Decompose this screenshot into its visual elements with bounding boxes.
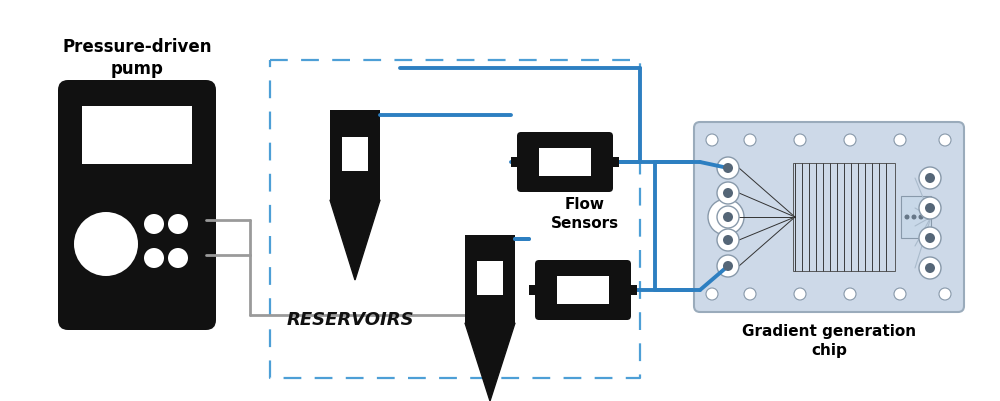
Circle shape xyxy=(926,215,930,219)
Circle shape xyxy=(844,288,856,300)
FancyBboxPatch shape xyxy=(694,122,964,312)
Polygon shape xyxy=(465,323,515,401)
Circle shape xyxy=(939,134,951,146)
Bar xyxy=(465,235,515,323)
Bar xyxy=(901,196,931,238)
Bar xyxy=(627,285,637,295)
Circle shape xyxy=(794,288,806,300)
Circle shape xyxy=(925,173,935,183)
Bar xyxy=(793,163,895,271)
Circle shape xyxy=(723,163,733,173)
Text: Flow
Sensors: Flow Sensors xyxy=(551,197,619,231)
Circle shape xyxy=(717,255,739,277)
Circle shape xyxy=(919,197,941,219)
Circle shape xyxy=(168,248,188,268)
Circle shape xyxy=(925,203,935,213)
Circle shape xyxy=(723,261,733,271)
Circle shape xyxy=(744,288,756,300)
Circle shape xyxy=(723,212,733,222)
Circle shape xyxy=(717,157,739,179)
Circle shape xyxy=(894,134,906,146)
Circle shape xyxy=(939,288,951,300)
Circle shape xyxy=(706,288,718,300)
Bar xyxy=(511,157,521,167)
Bar xyxy=(342,137,368,171)
Bar xyxy=(82,106,192,164)
Text: RESERVOIRS: RESERVOIRS xyxy=(286,311,414,329)
Bar xyxy=(477,261,503,295)
Circle shape xyxy=(717,206,739,228)
Circle shape xyxy=(919,257,941,279)
Circle shape xyxy=(912,215,916,219)
Circle shape xyxy=(925,263,935,273)
Circle shape xyxy=(904,215,910,219)
Text: Pressure-driven
pump: Pressure-driven pump xyxy=(62,38,212,78)
Circle shape xyxy=(74,212,138,276)
Bar xyxy=(557,276,609,304)
Circle shape xyxy=(744,134,756,146)
FancyBboxPatch shape xyxy=(517,132,613,192)
Bar xyxy=(539,148,591,176)
FancyBboxPatch shape xyxy=(58,80,216,330)
Circle shape xyxy=(708,199,744,235)
Circle shape xyxy=(723,235,733,245)
Circle shape xyxy=(794,134,806,146)
Circle shape xyxy=(144,214,164,234)
Circle shape xyxy=(919,167,941,189)
Circle shape xyxy=(717,182,739,204)
Circle shape xyxy=(168,214,188,234)
FancyBboxPatch shape xyxy=(535,260,631,320)
Circle shape xyxy=(717,229,739,251)
Circle shape xyxy=(844,134,856,146)
Bar xyxy=(529,285,539,295)
Polygon shape xyxy=(330,200,380,280)
Bar xyxy=(609,157,619,167)
Circle shape xyxy=(706,134,718,146)
Circle shape xyxy=(894,288,906,300)
Bar xyxy=(330,110,380,200)
Circle shape xyxy=(918,215,924,219)
Circle shape xyxy=(919,227,941,249)
Circle shape xyxy=(925,233,935,243)
Circle shape xyxy=(144,248,164,268)
Circle shape xyxy=(723,188,733,198)
Text: Gradient generation
chip: Gradient generation chip xyxy=(742,324,916,358)
